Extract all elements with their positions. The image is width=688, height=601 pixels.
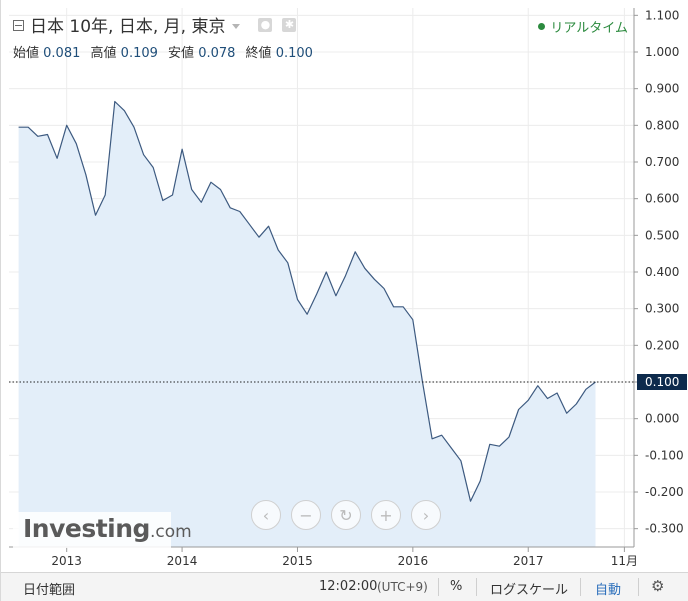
current-value-label: 0.100 [645, 375, 679, 389]
chart-nav-buttons: ‹ − ↻ + › [251, 500, 441, 530]
live-dot-icon [538, 23, 546, 30]
x-tick-label: 2013 [51, 554, 82, 568]
y-tick-label: 0.700 [645, 155, 679, 169]
reset-button[interactable]: ↻ [331, 500, 361, 530]
y-tick-label: 0.500 [645, 228, 679, 242]
ohlc-readout: 始値 0.081 高値 0.109 安値 0.078 終値 0.100 [13, 42, 319, 61]
close-value: 0.100 [275, 46, 313, 61]
gear-icon[interactable]: ⚙ [651, 577, 665, 595]
open-value: 0.081 [43, 46, 81, 61]
zoom-in-button[interactable]: + [371, 500, 401, 530]
realtime-indicator[interactable]: リアルタイム [538, 17, 628, 36]
chart-title[interactable]: 日本 10年, 日本, 月, 東京 [30, 17, 226, 37]
y-tick-label: 0.800 [645, 118, 679, 132]
low-label: 安値 [168, 46, 195, 61]
divider [638, 578, 639, 596]
x-tick-label: 2016 [398, 554, 429, 568]
divider [580, 578, 581, 596]
series-line [18, 100, 596, 502]
clock-time: 12:02:00 [319, 579, 378, 594]
y-tick-label: 0.300 [645, 302, 679, 316]
y-tick-label: 0.900 [645, 82, 679, 96]
y-tick-label: 0.600 [645, 192, 679, 206]
timezone-label[interactable]: (UTC+9) [377, 580, 428, 594]
divider [476, 578, 477, 596]
y-tick-label: -0.200 [645, 485, 684, 499]
percent-toggle[interactable]: % [450, 579, 463, 594]
close-label: 終値 [245, 46, 272, 61]
chevron-down-icon[interactable] [232, 23, 241, 29]
x-tick-label: 2015 [282, 554, 313, 568]
zoom-out-button[interactable]: − [291, 500, 321, 530]
y-tick-label: 0.200 [645, 338, 679, 352]
scroll-left-button[interactable]: ‹ [251, 500, 281, 530]
gear-icon[interactable]: ✱ [282, 17, 297, 32]
y-tick-label: 0.400 [645, 265, 679, 279]
low-value: 0.078 [198, 46, 236, 61]
high-value: 0.109 [120, 46, 158, 61]
chart-header: 日本 10年, 日本, 月, 東京 ● ✱ [13, 12, 297, 37]
logo-brand: Investing [23, 514, 150, 543]
x-tick-label: 2017 [513, 554, 544, 568]
x-tick-label: 11月 [611, 554, 638, 568]
auto-scale-toggle[interactable]: 自動 [595, 583, 622, 598]
chart-svg[interactable]: 1.100 1.000 0.900 0.800 0.700 0.600 0.500 0.400… [1, 0, 688, 572]
y-tick-label: -0.100 [645, 448, 684, 462]
y-tick-label: 0.000 [645, 412, 679, 426]
eye-icon[interactable]: ● [258, 17, 273, 32]
y-tick-label: -0.300 [645, 522, 684, 536]
logo-tld: .com [149, 522, 192, 542]
investing-logo: Investing .com [13, 512, 192, 548]
y-tick-label: 1.100 [645, 8, 679, 22]
divider [438, 578, 439, 596]
open-label: 始値 [13, 46, 40, 61]
current-value-badge [637, 374, 687, 390]
bottom-toolbar: 日付範囲 12:02:00 (UTC+9) % ログスケール 自動 ⚙ [1, 572, 688, 601]
area-fill [18, 101, 596, 547]
x-tick-label: 2014 [167, 554, 198, 568]
log-scale-toggle[interactable]: ログスケール [490, 583, 569, 598]
scroll-right-button[interactable]: › [411, 500, 441, 530]
realtime-label: リアルタイム [550, 21, 628, 36]
date-range-button[interactable]: 日付範囲 [23, 583, 76, 598]
collapse-icon[interactable] [13, 20, 24, 31]
high-label: 高値 [90, 46, 117, 61]
y-tick-label: 1.000 [645, 45, 679, 59]
